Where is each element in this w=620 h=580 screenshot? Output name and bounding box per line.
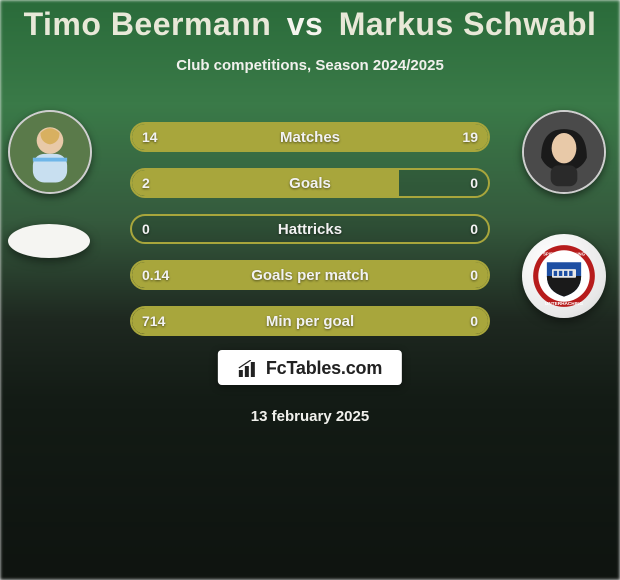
vs-separator: vs [287,6,324,42]
bar-label: Goals [132,175,488,192]
stat-bar-row: Goals2 0 [130,168,490,198]
stat-bar-row: Matches14 19 [130,122,490,152]
bar-label: Goals per match [132,267,488,284]
player1-avatar [8,110,92,194]
bar-value-right: 0 [470,267,478,283]
bar-value-left: 0 [142,221,150,237]
avatar-placeholder-icon [10,112,90,192]
stat-bar-row: Hattricks0 0 [130,214,490,244]
stat-bar-row: Goals per match0.14 0 [130,260,490,290]
player-right-column: SPIELVEREINIGUNG UNTERHACHING [522,110,612,318]
bar-value-right: 0 [470,175,478,191]
watermark: FcTables.com [218,350,402,385]
svg-text:SPIELVEREINIGUNG: SPIELVEREINIGUNG [543,251,586,256]
bar-label: Min per goal [132,313,488,330]
watermark-text: FcTables.com [266,358,382,379]
player1-club-badge [8,224,90,258]
bar-label: Hattricks [132,221,488,238]
player2-club-badge: SPIELVEREINIGUNG UNTERHACHING [522,234,606,318]
bar-value-left: 2 [142,175,150,191]
page-title: Timo Beermann vs Markus Schwabl [0,0,620,43]
player-left-column [8,110,98,258]
club-badge-icon: SPIELVEREINIGUNG UNTERHACHING [528,240,600,312]
svg-text:UNTERHACHING: UNTERHACHING [545,301,583,306]
player2-name: Markus Schwabl [339,6,597,42]
bar-value-left: 14 [142,129,158,145]
content: Timo Beermann vs Markus Schwabl Club com… [0,0,620,580]
stat-bar-row: Min per goal714 0 [130,306,490,336]
bar-chart-icon [238,360,260,378]
avatar-placeholder-icon [524,112,604,192]
comparison-bars: Matches1419Goals20Hattricks00Goals per m… [130,122,490,352]
player2-avatar [522,110,606,194]
bar-value-right: 0 [470,221,478,237]
player1-name: Timo Beermann [24,6,272,42]
bar-value-right: 0 [470,313,478,329]
bar-label: Matches [132,129,488,146]
bar-value-right: 19 [462,129,478,145]
bar-value-left: 0.14 [142,267,169,283]
subtitle: Club competitions, Season 2024/2025 [0,57,620,74]
date-label: 13 february 2025 [0,408,620,425]
bar-value-left: 714 [142,313,165,329]
